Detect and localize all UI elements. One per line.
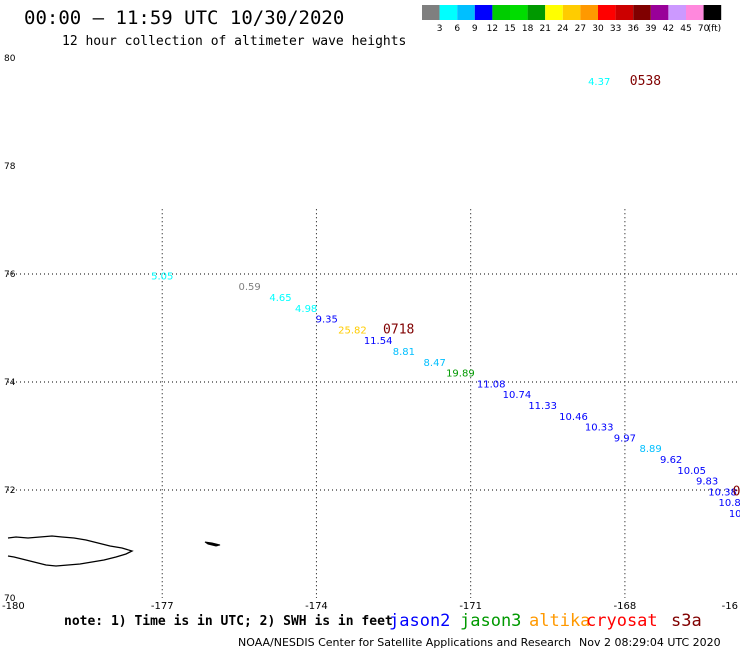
colorbar-swatch [562,5,581,20]
legend-entry: altika [529,611,590,631]
colorbar-swatch [545,5,563,20]
wave-height-point: 10.33 [585,423,614,434]
wave-height-point: 9.97 [614,433,636,444]
colorbar-tick-label: 3 [437,24,443,34]
footer-timestamp: Nov 2 08:29:04 UTC 2020 [579,636,721,649]
legend-entry: jason3 [460,611,521,631]
x-tick-label: -16 [722,601,738,612]
colorbar-swatch [492,5,510,20]
colorbar-tick-label: 36 [627,24,639,34]
wave-height-point: 10.74 [503,390,532,401]
colorbar-tick-label: 12 [487,24,498,34]
wave-height-point: 5.05 [151,271,173,282]
colorbar-tick-label: 24 [557,24,569,34]
y-tick-label: 72 [4,486,15,496]
wave-height-point: 25.82 [338,325,367,336]
wave-height-point: 11.08 [477,379,506,390]
time-label: 0717 [733,484,740,499]
colorbar-swatch [668,5,686,20]
colorbar-tick-label: 45 [680,24,691,34]
colorbar-swatch [457,5,475,20]
wave-height-point: 10.88 [719,498,740,509]
time-labels: 0538 0718 0717 [383,74,740,499]
colorbar-swatch [615,5,634,20]
y-tick-label: 78 [4,162,16,172]
y-tick-labels: 70 72 74 76 78 80 [4,54,16,604]
colorbar-tick-label: 30 [592,24,604,34]
colorbar-tick-label: 21 [539,24,550,34]
time-label: 0718 [383,322,414,337]
x-tick-label: -168 [614,601,637,612]
x-tick-label: -177 [151,601,174,612]
x-tick-label: -174 [305,601,328,612]
colorbar-tick-label: 15 [504,24,515,34]
y-tick-label: 76 [4,270,16,280]
colorbar-tick-label: 39 [645,24,657,34]
colorbar-tick-label: 42 [663,24,674,34]
colorbar-swatch [422,5,440,20]
legend-entry: jason2 [389,611,450,631]
legend-entry: s3a [671,611,702,631]
colorbar-swatch [686,5,704,20]
colorbar-tick-label: 70 [698,24,710,34]
wave-height-point: 9.35 [316,315,338,326]
colorbar-swatch [703,5,722,20]
wave-height-point: 4.37 [588,77,610,88]
y-tick-label: 70 [4,594,16,604]
wave-height-point: 10.46 [559,412,588,423]
x-tick-labels: -180 -177 -174 -171 -168 -16 [2,601,738,612]
colorbar-tick-label: 18 [522,24,534,34]
colorbar-unit-label: (ft) [708,24,722,34]
plot-grid [8,209,738,598]
colorbar: 3 6 9 12 15 18 21 24 27 30 33 36 39 42 45 70(ft) [422,5,722,34]
wave-height-point: 8.89 [639,444,661,455]
wave-height-point: 8.81 [393,347,415,358]
colorbar-swatch [598,5,616,20]
wave-height-point: 10.38 [708,487,737,498]
wave-height-point: 10.05 [677,466,706,477]
colorbar-swatch [474,5,493,20]
colorbar-swatch [580,5,598,20]
wave-height-point: 11.54 [364,336,393,347]
land-outline [7,535,221,567]
wave-height-point: 8.47 [424,358,446,369]
coastline-shape [7,535,134,567]
chart-title: 00:00 – 11:59 UTC 10/30/2020 [24,7,344,29]
colorbar-swatch [650,5,669,20]
colorbar-tick-label: 9 [472,24,478,34]
footer-credit: NOAA/NESDIS Center for Satellite Applica… [238,636,571,649]
colorbar-swatch [633,5,651,20]
chart-subtitle: 12 hour collection of altimeter wave hei… [62,34,406,49]
colorbar-tick-label: 33 [610,24,621,34]
legend-entry: cryosat [586,611,658,631]
x-tick-label: -180 [2,601,25,612]
footer-note: note: 1) Time is in UTC; 2) SWH is in fe… [64,614,393,629]
wave-height-point: 0.59 [238,282,260,293]
wave-height-point: 4.98 [295,304,317,315]
x-tick-label: -171 [459,601,482,612]
wave-height-point: 9.62 [660,455,682,466]
colorbar-tick-label: 6 [454,24,460,34]
time-label: 0538 [630,74,661,89]
colorbar-swatch [510,5,528,20]
wave-height-point: 10.62 [729,509,740,520]
wave-height-point: 9.83 [696,477,718,488]
wave-height-point: 19.89 [446,369,475,380]
colorbar-swatch [439,5,458,20]
wave-height-point: 11.33 [528,401,557,412]
colorbar-swatch [527,5,546,20]
y-tick-label: 80 [4,54,16,64]
colorbar-tick-label: 27 [575,24,586,34]
y-tick-label: 74 [4,378,16,388]
small-island-shape [204,541,221,547]
wave-height-point: 4.65 [269,293,291,304]
